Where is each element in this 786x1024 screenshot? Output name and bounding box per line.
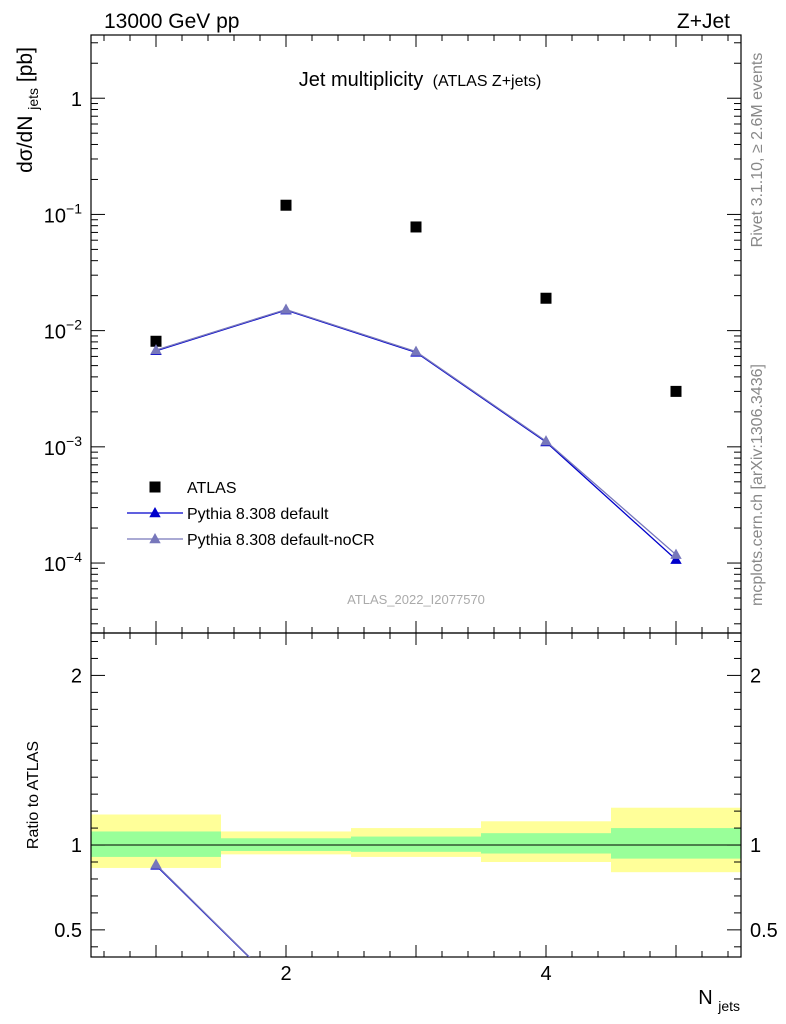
main-point-2 bbox=[150, 344, 162, 355]
legend-marker bbox=[149, 507, 161, 518]
ratio-series-group bbox=[150, 858, 251, 957]
legend-label: ATLAS bbox=[187, 480, 237, 497]
ratio-panel: 2 4 0.5 0.5 1 1 2 2 bbox=[54, 632, 778, 985]
main-point-2 bbox=[410, 345, 422, 356]
x-tick-label: 2 bbox=[280, 963, 291, 985]
main-point-0 bbox=[540, 292, 552, 304]
main-point-0 bbox=[670, 385, 682, 397]
ratio-y-tick-label: 1 bbox=[71, 835, 82, 857]
ratio-y-tick-label: 2 bbox=[71, 665, 82, 687]
mcplots-label: mcplots.cern.ch [arXiv:1306.3436] bbox=[749, 364, 766, 606]
xlabel-main: N bbox=[698, 987, 712, 1009]
ratio-inner-band bbox=[91, 831, 221, 857]
y-tick-label: 10−1 bbox=[44, 200, 82, 227]
ratio-inner-band bbox=[481, 833, 611, 854]
ratio-inner-band bbox=[351, 836, 481, 852]
main-ylabel: dσ/dN jets [pb] bbox=[14, 47, 43, 173]
ratio-y-tick-label: 0.5 bbox=[54, 920, 82, 942]
ratio-series-line-0 bbox=[155, 864, 250, 957]
legend-marker bbox=[149, 533, 161, 544]
y-tick-label: 10−3 bbox=[44, 433, 82, 460]
main-point-0 bbox=[150, 335, 162, 347]
rivet-label: Rivet 3.1.10, ≥ 2.6M events bbox=[749, 53, 766, 248]
header-left: 13000 GeV pp bbox=[104, 10, 239, 33]
y-tick-label: 10−2 bbox=[44, 317, 82, 344]
watermark: ATLAS_2022_I2077570 bbox=[347, 592, 485, 607]
x-tick-label: 4 bbox=[540, 963, 551, 985]
main-point-0 bbox=[280, 199, 292, 211]
main-ylabel-unit: [pb] bbox=[14, 47, 37, 82]
header-right: Z+Jet bbox=[677, 10, 730, 33]
legend-label: Pythia 8.308 default-noCR bbox=[187, 532, 375, 549]
legend: ATLAS Pythia 8.308 default Pythia 8.308 de… bbox=[127, 480, 375, 549]
main-point-2 bbox=[670, 548, 682, 559]
y-tick-label: 10−4 bbox=[44, 549, 82, 576]
main-title-line: Jet multiplicity (ATLAS Z+jets) bbox=[299, 69, 542, 91]
main-point-2 bbox=[540, 435, 552, 446]
ratio-y-tick-label-right: 2 bbox=[750, 665, 761, 687]
main-point-2 bbox=[280, 303, 292, 314]
ratio-inner-band bbox=[611, 828, 741, 859]
xlabel-sub: jets bbox=[717, 998, 740, 1014]
main-ylabel-main: dσ/dN bbox=[14, 116, 37, 173]
ratio-point-1 bbox=[150, 858, 162, 869]
ratio-series-line-1 bbox=[155, 864, 251, 957]
ratio-ylabel: Ratio to ATLAS bbox=[25, 741, 42, 849]
xlabel: N jets bbox=[698, 987, 740, 1014]
y-tick-label: 1 bbox=[71, 89, 82, 111]
main-ylabel-sub: jets bbox=[25, 88, 41, 111]
main-point-0 bbox=[410, 221, 422, 233]
main-title: Jet multiplicity bbox=[299, 69, 423, 91]
ratio-frame bbox=[90, 632, 742, 958]
legend-marker bbox=[149, 481, 161, 493]
ratio-y-tick-label-right: 0.5 bbox=[750, 920, 778, 942]
legend-label: Pythia 8.308 default bbox=[187, 506, 329, 523]
ratio-y-tick-label-right: 1 bbox=[750, 835, 761, 857]
main-subtitle: (ATLAS Z+jets) bbox=[433, 73, 542, 90]
